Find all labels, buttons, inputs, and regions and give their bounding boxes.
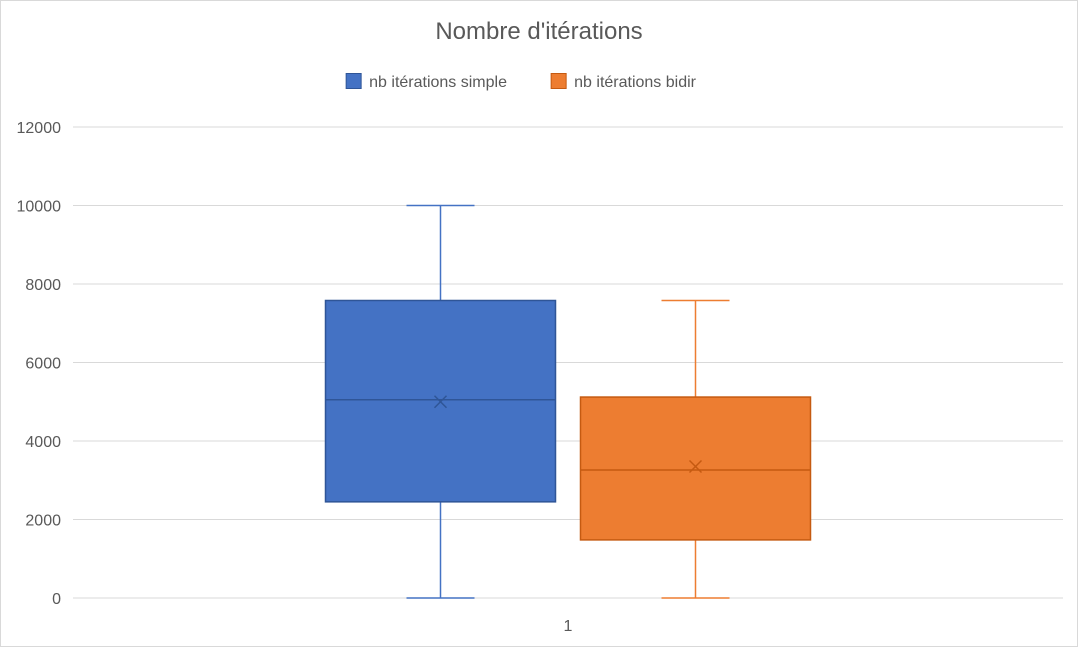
mean-marker xyxy=(688,459,703,474)
legend-swatch xyxy=(550,73,567,89)
y-tick-label: 2000 xyxy=(25,513,61,530)
mean-marker-stroke xyxy=(433,395,448,409)
y-axis: 0 2000 4000 6000 8000 10000 12000 xyxy=(17,120,62,608)
y-tick-label: 4000 xyxy=(25,434,61,451)
iqr-box xyxy=(579,396,812,541)
box-simple xyxy=(324,204,557,599)
x-tick-label: 1 xyxy=(564,618,573,635)
legend-swatch xyxy=(345,73,362,89)
legend-item: nb itérations simple xyxy=(345,73,507,91)
y-tick-label: 10000 xyxy=(17,199,62,216)
box-series xyxy=(324,204,812,599)
y-tick-label: 8000 xyxy=(25,277,61,294)
legend: nb itérations simple nb itérations bidir xyxy=(345,73,697,91)
legend-label: nb itérations bidir xyxy=(574,74,697,91)
mean-marker-stroke xyxy=(688,459,703,474)
y-tick-label: 0 xyxy=(52,591,61,608)
legend-label: nb itérations simple xyxy=(369,74,507,91)
box-bidir xyxy=(579,299,812,599)
gridlines xyxy=(73,126,1063,599)
chart-title: Nombre d'itérations xyxy=(435,18,642,45)
legend-item: nb itérations bidir xyxy=(550,73,697,91)
y-tick-label: 12000 xyxy=(17,120,62,137)
mean-marker xyxy=(433,395,448,409)
x-axis: 1 xyxy=(564,618,573,635)
y-tick-label: 6000 xyxy=(25,356,61,373)
